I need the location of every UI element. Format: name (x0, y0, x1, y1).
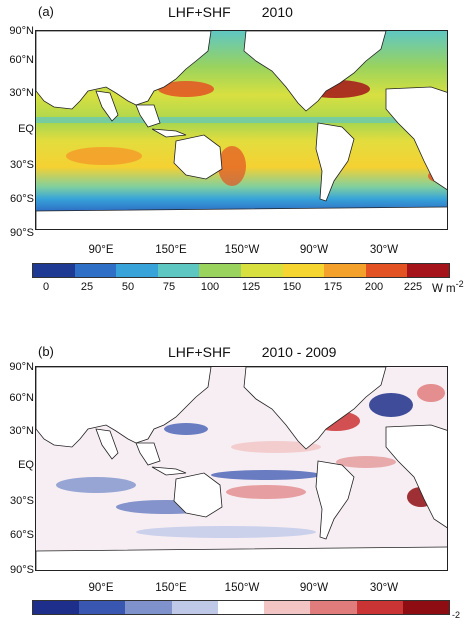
panel-b-colorbar-segment-7 (356, 601, 403, 614)
panel-b-lon-90e: 90°E (88, 582, 114, 594)
panel-b-label: (b) (38, 344, 54, 359)
panel-b-lat-60s: 60°S (10, 529, 34, 541)
panel-a-land (36, 31, 447, 229)
panel-a-label: (a) (38, 4, 54, 19)
panel-b: (b) LHF+SHF 2010 - 2009 (0, 318, 474, 635)
panel-a-lat-30n: 30°N (9, 87, 34, 99)
panel-a-equator-band (36, 117, 447, 123)
panel-b-colorbar-segment-3 (171, 601, 218, 614)
panel-b-lon-150w: 150°W (224, 582, 260, 594)
panel-a-colorbar-segment-6 (282, 264, 325, 277)
panel-b-colorbar-segment-8 (402, 601, 449, 614)
panel-b-lat-eq: EQ (18, 459, 34, 471)
panel-a-cb-tick-200: 200 (364, 281, 384, 293)
panel-a: (a) LHF+SHF 2010 90°N 60°N 30°N EQ 30°S … (9, 4, 464, 295)
panel-b-title: LHF+SHF 2010 - 2009 (168, 344, 337, 360)
panel-b-lat-90s: 90°S (10, 564, 34, 576)
panel-a-cb-tick-175: 175 (323, 281, 343, 293)
panel-a-lat-60n: 60°N (9, 54, 34, 66)
panel-a-map-svg (36, 31, 447, 229)
panel-b-lat-90n: 90°N (9, 361, 34, 373)
panel-a-cb-unit: W m-2 (432, 279, 464, 295)
panel-a-lon-30w: 30°W (369, 244, 399, 256)
panel-a-colorbar-segment-2 (116, 264, 158, 277)
panel-a-colorbar-segment-0 (33, 264, 75, 277)
panel-a-cb-unit-sup: -2 (455, 279, 464, 289)
panel-b-colorbar-segment-1 (79, 601, 126, 614)
panel-a-lat-60s: 60°S (10, 193, 34, 205)
panel-b-colorbar (32, 600, 450, 615)
panel-a-cb-tick-25: 25 (80, 281, 94, 293)
panel-a-cb-tick-150: 150 (282, 281, 302, 293)
panel-a-cb-tick-50: 50 (121, 281, 135, 293)
panel-a-lat-eq: EQ (18, 123, 34, 135)
panel-a-colorbar-segment-5 (240, 264, 283, 277)
panel-a-lon-150e: 150°E (155, 244, 187, 256)
panel-b-cb-unit-sup: -2 (452, 610, 461, 620)
panel-b-colorbar-segment-5 (264, 601, 311, 614)
panel-a-lat-30s: 30°S (10, 159, 34, 171)
panel-b-map-svg (36, 367, 447, 570)
panel-b-lon-150e: 150°E (155, 582, 187, 594)
panel-a-lat-90n: 90°N (9, 25, 34, 37)
panel-b-lat-30n: 30°N (9, 425, 34, 437)
panel-b-cb-unit: -2 (452, 610, 460, 626)
panel-a-map (35, 30, 448, 230)
panel-b-colorbar-segment-6 (310, 601, 357, 614)
panel-b-lat-30s: 30°S (10, 495, 34, 507)
panel-a-indian-ocean-hotspot (66, 147, 142, 165)
panel-a-lon-90w: 90°W (299, 244, 329, 256)
panel-b-colorbar-segment-2 (125, 601, 172, 614)
panel-a-cb-tick-125: 125 (241, 281, 261, 293)
panel-a-cb-tick-225: 225 (403, 281, 423, 293)
panel-b-colorbar-segment-0 (33, 601, 80, 614)
panel-a-cb-unit-text: W m (432, 282, 456, 295)
panel-a-title: LHF+SHF 2010 (168, 4, 293, 20)
panel-a-colorbar (32, 263, 450, 278)
panel-a-colorbar-segment-8 (365, 264, 408, 277)
panel-b-lat-60n: 60°N (9, 392, 34, 404)
panel-a-lat-90s: 90°S (10, 227, 34, 239)
panel-a-colorbar-segment-9 (407, 264, 449, 277)
panel-a-aus-east-hotspot (218, 146, 246, 186)
panel-b-map (35, 366, 448, 571)
panel-a-colorbar-segment-7 (324, 264, 366, 277)
panel-a-colorbar-segment-1 (74, 264, 117, 277)
panel-a-kuroshio-hotspot (158, 81, 214, 97)
panel-a-lon-90e: 90°E (88, 244, 114, 256)
panel-a-lon-150w: 150°W (224, 244, 260, 256)
panel-a-cb-tick-75: 75 (162, 281, 176, 293)
panel-a-colorbar-segment-3 (157, 264, 200, 277)
panel-b-lon-90w: 90°W (299, 582, 329, 594)
panel-b-lon-30w: 30°W (369, 582, 399, 594)
panel-a-cb-tick-0: 0 (42, 281, 50, 293)
panel-b-colorbar-segment-4 (217, 601, 265, 614)
panel-a-cb-tick-100: 100 (200, 281, 220, 293)
panel-b-land (36, 367, 447, 570)
panel-a-colorbar-segment-4 (199, 264, 241, 277)
panel-b-anomalies (56, 384, 445, 538)
